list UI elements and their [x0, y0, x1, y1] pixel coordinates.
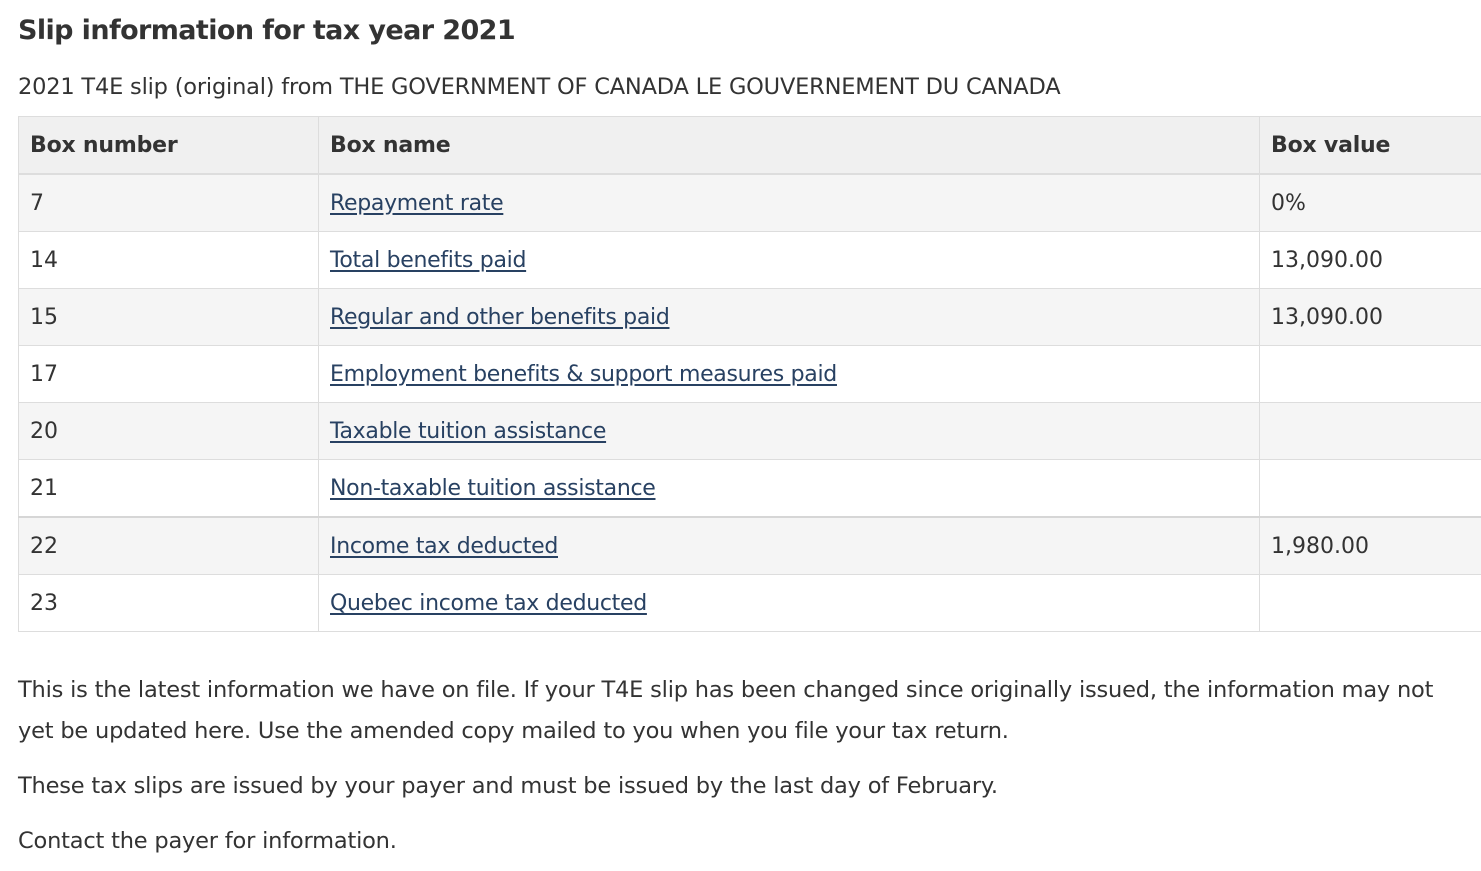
- page-title: Slip information for tax year 2021: [18, 15, 516, 46]
- header-box-name: Box name: [318, 116, 1260, 175]
- box-name-link-non-taxable-tuition[interactable]: Non-taxable tuition assistance: [330, 475, 656, 501]
- box-number-cell: 22: [18, 516, 319, 575]
- box-value-cell: 13,090.00: [1259, 288, 1481, 346]
- slip-subtitle: 2021 T4E slip (original) from THE GOVERN…: [18, 74, 1061, 100]
- box-number-cell: 15: [18, 288, 319, 346]
- box-value-cell: [1259, 402, 1481, 460]
- header-box-value: Box value: [1259, 116, 1481, 175]
- slip-notes: This is the latest information we have o…: [18, 670, 1463, 862]
- header-box-number: Box number: [18, 116, 319, 175]
- box-name-link-quebec-income-tax[interactable]: Quebec income tax deducted: [330, 590, 647, 616]
- header-row: Box number Box name Box value: [18, 116, 1481, 175]
- box-name-link-regular-benefits-paid[interactable]: Regular and other benefits paid: [330, 304, 670, 330]
- box-name-cell: Quebec income tax deducted: [318, 574, 1260, 632]
- table-row: 17 Employment benefits & support measure…: [18, 345, 1481, 403]
- note-issued-by-payer: These tax slips are issued by your payer…: [18, 773, 998, 799]
- box-name-cell: Regular and other benefits paid: [318, 288, 1260, 346]
- box-name-link-total-benefits-paid[interactable]: Total benefits paid: [330, 247, 527, 273]
- box-name-cell: Repayment rate: [318, 173, 1260, 232]
- box-number-cell: 17: [18, 345, 319, 403]
- box-name-cell: Taxable tuition assistance: [318, 402, 1260, 460]
- table-row: 7 Repayment rate 0%: [18, 173, 1481, 232]
- note-contact-payer: Contact the payer for information.: [18, 828, 397, 854]
- box-name-link-income-tax-deducted[interactable]: Income tax deducted: [330, 533, 558, 559]
- table-row: 23 Quebec income tax deducted: [18, 574, 1481, 632]
- note-latest-information: This is the latest information we have o…: [18, 677, 1434, 744]
- box-name-cell: Non-taxable tuition assistance: [318, 459, 1260, 518]
- table-row: 22 Income tax deducted 1,980.00: [18, 516, 1481, 575]
- box-number-cell: 21: [18, 459, 319, 518]
- table-row: 20 Taxable tuition assistance: [18, 402, 1481, 460]
- box-name-link-employment-benefits[interactable]: Employment benefits & support measures p…: [330, 361, 837, 387]
- box-value-cell: [1259, 345, 1481, 403]
- table-row: 14 Total benefits paid 13,090.00: [18, 231, 1481, 289]
- slip-table-body: 7 Repayment rate 0% 14 Total benefits pa…: [18, 173, 1481, 632]
- table-row: 21 Non-taxable tuition assistance: [18, 459, 1481, 518]
- box-number-cell: 14: [18, 231, 319, 289]
- slip-table-header: Box number Box name Box value: [18, 116, 1481, 175]
- box-value-cell: [1259, 574, 1481, 632]
- box-name-link-repayment-rate[interactable]: Repayment rate: [330, 190, 504, 216]
- slip-table: Box number Box name Box value 7 Repaymen…: [18, 116, 1481, 632]
- box-number-cell: 23: [18, 574, 319, 632]
- box-value-cell: [1259, 459, 1481, 518]
- box-value-cell: 0%: [1259, 173, 1481, 232]
- box-number-cell: 20: [18, 402, 319, 460]
- box-name-cell: Total benefits paid: [318, 231, 1260, 289]
- box-value-cell: 1,980.00: [1259, 516, 1481, 575]
- box-name-cell: Income tax deducted: [318, 516, 1260, 575]
- table-row: 15 Regular and other benefits paid 13,09…: [18, 288, 1481, 346]
- box-name-link-taxable-tuition[interactable]: Taxable tuition assistance: [330, 418, 607, 444]
- box-value-cell: 13,090.00: [1259, 231, 1481, 289]
- box-name-cell: Employment benefits & support measures p…: [318, 345, 1260, 403]
- box-number-cell: 7: [18, 173, 319, 232]
